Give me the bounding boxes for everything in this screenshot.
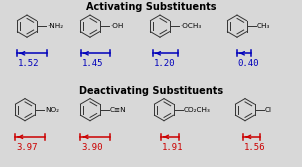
Text: 1.20: 1.20 [154,59,175,68]
Text: 0.40: 0.40 [238,59,259,68]
Text: Cl: Cl [265,107,272,113]
Text: CH₃: CH₃ [257,23,270,29]
Text: 1.52: 1.52 [18,59,40,68]
Text: ·OH: ·OH [110,23,124,29]
Text: Activating Substituents: Activating Substituents [86,2,216,12]
Text: 1.91: 1.91 [162,143,183,152]
Text: C≡N: C≡N [110,107,127,113]
Text: NO₂: NO₂ [45,107,59,113]
Text: 1.56: 1.56 [244,143,265,152]
Text: 1.45: 1.45 [82,59,103,68]
Text: ·OCH₃: ·OCH₃ [180,23,201,29]
Text: 3.90: 3.90 [81,143,103,152]
Text: Deactivating Substituents: Deactivating Substituents [79,86,223,96]
Text: CO₂CH₃: CO₂CH₃ [184,107,211,113]
Text: ·NH₂: ·NH₂ [47,23,63,29]
Text: 3.97: 3.97 [16,143,37,152]
